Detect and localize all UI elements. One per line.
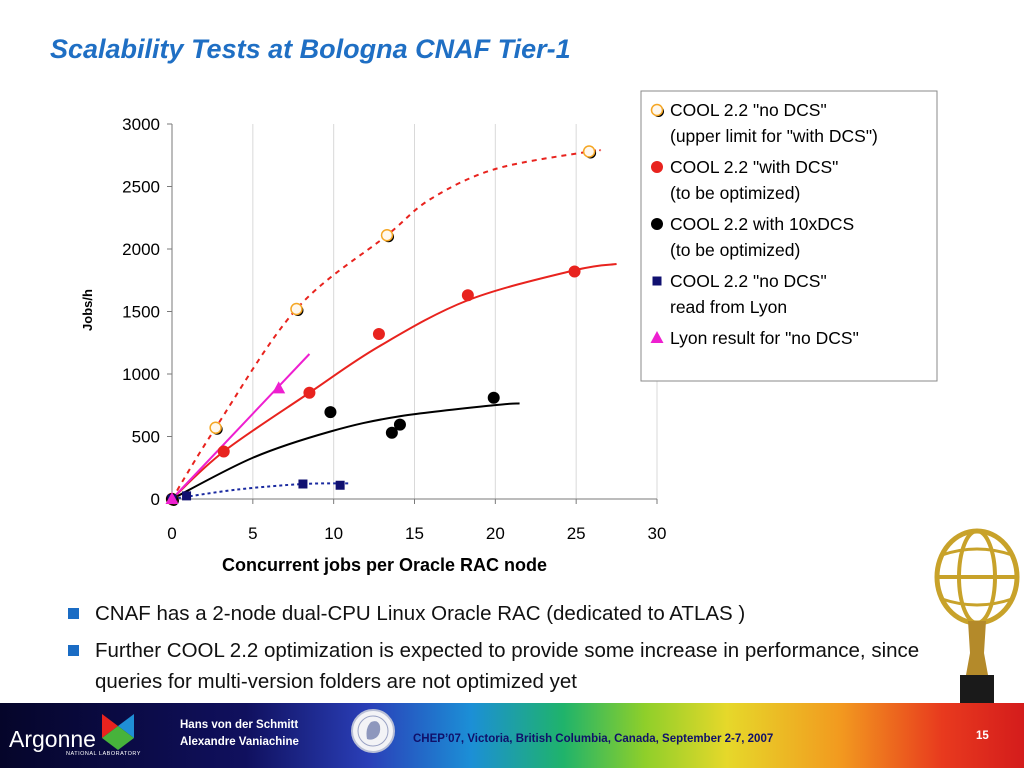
logo-subtext: NATIONAL LABORATORY bbox=[66, 751, 141, 757]
data-point bbox=[303, 386, 316, 399]
bullet-item: Further COOL 2.2 optimization is expecte… bbox=[68, 635, 948, 697]
legend-marker bbox=[651, 161, 663, 173]
data-point bbox=[272, 381, 286, 394]
atlas-statue-icon bbox=[934, 528, 1020, 703]
y-axis-label: Jobs/h bbox=[80, 289, 95, 331]
legend-marker bbox=[651, 218, 663, 230]
legend-label: (to be optimized) bbox=[670, 240, 800, 260]
data-point bbox=[372, 328, 385, 340]
legend-label: COOL 2.2 with 10xDCS bbox=[670, 214, 854, 234]
legend-label: (upper limit for "with DCS") bbox=[670, 126, 878, 146]
x-tick-label: 0 bbox=[167, 524, 176, 543]
data-point bbox=[290, 302, 303, 316]
trend-line bbox=[171, 353, 311, 500]
bullet-text: CNAF has a 2-node dual-CPU Linux Oracle … bbox=[95, 602, 746, 625]
data-point bbox=[298, 479, 308, 489]
data-point bbox=[393, 418, 406, 431]
y-tick-label: 1000 bbox=[122, 365, 160, 384]
bullet-text: Further COOL 2.2 optimization is expecte… bbox=[95, 639, 920, 693]
y-tick-label: 1500 bbox=[122, 303, 160, 322]
x-tick-label: 10 bbox=[324, 524, 343, 543]
legend-label: COOL 2.2 "with DCS" bbox=[670, 157, 838, 177]
bullet-item: CNAF has a 2-node dual-CPU Linux Oracle … bbox=[68, 598, 948, 629]
argonne-logo-icon bbox=[102, 714, 134, 750]
footer-bar bbox=[0, 703, 1024, 768]
authors: Hans von der Schmitt Alexandre Vaniachin… bbox=[180, 717, 299, 751]
trend-line bbox=[171, 148, 602, 500]
chart: 0 500 1000 1500 2000 2500 3000 0 5 10 15 20 25 30 Conc… bbox=[80, 90, 938, 575]
square-bullet-icon bbox=[68, 608, 79, 619]
legend-marker bbox=[650, 331, 664, 343]
y-tick-label: 2500 bbox=[122, 178, 160, 197]
legend-label: Lyon result for "no DCS" bbox=[670, 328, 859, 348]
data-point bbox=[182, 491, 192, 501]
data-point bbox=[461, 289, 474, 302]
author-name: Hans von der Schmitt bbox=[180, 719, 299, 731]
y-tick-label: 0 bbox=[151, 490, 160, 509]
trend-line bbox=[171, 402, 520, 500]
y-tick-label: 500 bbox=[132, 428, 160, 447]
trend-line bbox=[171, 482, 350, 500]
y-tick-label: 3000 bbox=[122, 115, 160, 134]
legend-label: COOL 2.2 "no DCS" bbox=[670, 271, 827, 291]
legend-label: (to be optimized) bbox=[670, 183, 800, 203]
legend-marker bbox=[650, 103, 664, 117]
data-point bbox=[380, 229, 394, 242]
max-planck-seal-icon bbox=[351, 709, 395, 753]
legend-box bbox=[640, 90, 938, 382]
bullet-list: CNAF has a 2-node dual-CPU Linux Oracle … bbox=[68, 598, 948, 697]
x-axis-label: Concurrent jobs per Oracle RAC node bbox=[222, 555, 547, 575]
logo-text: Argonne bbox=[9, 726, 96, 752]
x-tick-label: 15 bbox=[405, 524, 424, 543]
x-tick-label: 5 bbox=[248, 524, 257, 543]
x-tick-label: 30 bbox=[648, 524, 667, 543]
data-point bbox=[217, 445, 230, 458]
slide-title: Scalability Tests at Bologna CNAF Tier-1 bbox=[50, 34, 571, 64]
legend-label: read from Lyon bbox=[670, 297, 787, 317]
y-tick-label: 2000 bbox=[122, 240, 160, 259]
author-name: Alexandre Vaniachine bbox=[180, 736, 299, 748]
legend-label: COOL 2.2 "no DCS" bbox=[670, 100, 827, 120]
x-tick-label: 20 bbox=[486, 524, 505, 543]
data-point bbox=[582, 145, 596, 158]
data-point bbox=[487, 391, 500, 404]
data-point bbox=[385, 426, 398, 439]
data-point bbox=[568, 265, 581, 278]
square-bullet-icon bbox=[68, 645, 79, 656]
data-point bbox=[335, 480, 345, 490]
data-point bbox=[165, 492, 179, 504]
data-point bbox=[209, 421, 222, 434]
conference-info: CHEP’07, Victoria, British Columbia, Can… bbox=[413, 733, 774, 745]
page-number: 15 bbox=[976, 730, 989, 742]
legend-marker bbox=[652, 276, 662, 286]
legend: COOL 2.2 "no DCS" (upper limit for "with … bbox=[640, 90, 938, 382]
x-tick-label: 25 bbox=[567, 524, 586, 543]
data-point bbox=[324, 406, 337, 419]
